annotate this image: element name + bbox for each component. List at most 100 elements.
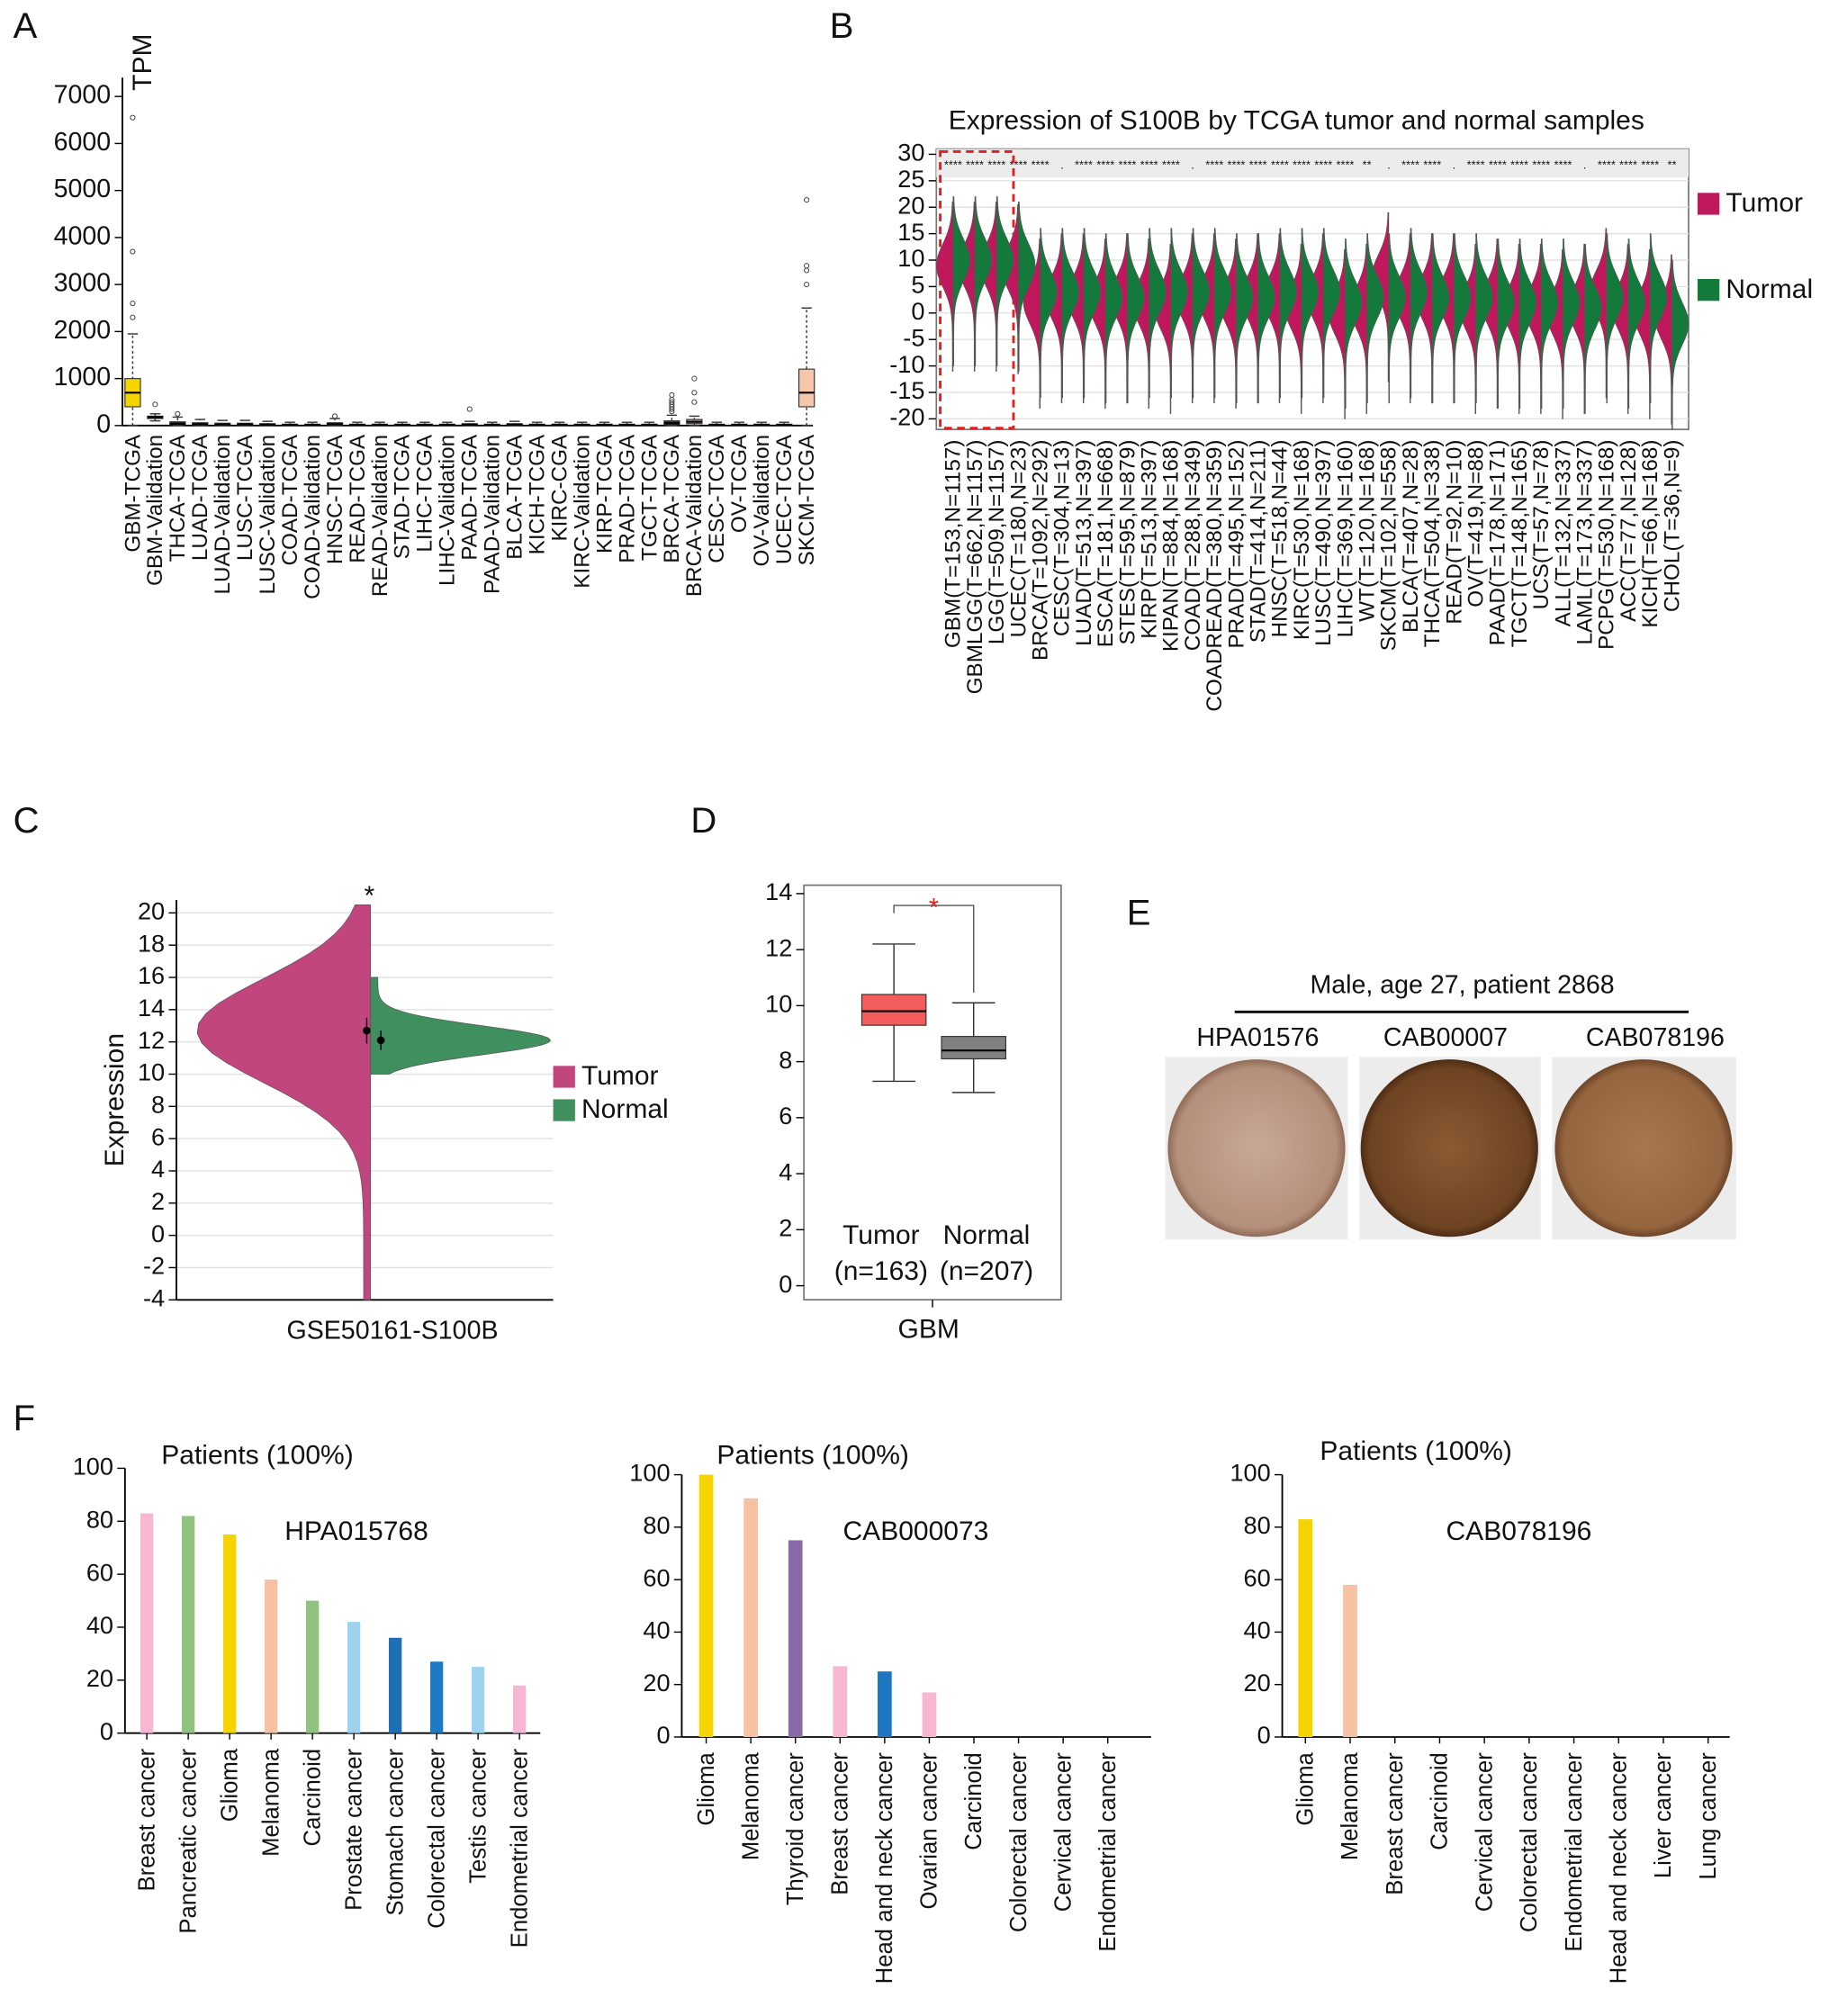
legend-swatch xyxy=(553,1099,575,1121)
panel-letter: F xyxy=(14,1399,35,1438)
violin-half xyxy=(1001,203,1019,374)
violin-half xyxy=(1067,233,1085,404)
violin-half xyxy=(1654,254,1672,425)
box xyxy=(797,368,815,408)
violin-half xyxy=(1524,244,1542,414)
y-tick-label: 0 xyxy=(1257,1721,1271,1749)
y-tick-label: 100 xyxy=(1230,1459,1270,1487)
legend-label: Tumor xyxy=(1725,188,1803,218)
y-tick-label: 0 xyxy=(96,410,111,438)
violin-half xyxy=(1018,202,1036,372)
x-tick-label: LUSC-TCGA xyxy=(233,434,257,561)
x-tick-label: CESC-TCGA xyxy=(705,434,729,563)
x-tick-label: Breast cancer xyxy=(134,1748,159,1891)
x-tick-label: KIRC(T=530,N=168) xyxy=(1290,440,1314,641)
y-tick-label: 15 xyxy=(897,218,924,246)
violin-half xyxy=(1633,248,1651,419)
significance: . xyxy=(1060,158,1064,172)
violin-half xyxy=(1518,238,1536,409)
y-tick-label: 20 xyxy=(897,191,924,219)
x-tick-label: Carcinoid xyxy=(961,1752,987,1850)
bar xyxy=(788,1540,803,1737)
x-tick-label: Carcinoid xyxy=(300,1749,325,1847)
x-tick-label: GBM-Validation xyxy=(143,435,167,586)
violin-half xyxy=(952,196,970,366)
significance: **** xyxy=(1118,158,1136,172)
significance: . xyxy=(1583,158,1587,172)
y-tick-label: -15 xyxy=(889,376,924,404)
significance: **** xyxy=(1554,158,1572,172)
violin-half xyxy=(196,904,372,1300)
significance: **** xyxy=(1205,158,1223,172)
x-tick-label: Carcinoid xyxy=(1428,1752,1453,1850)
violin-half xyxy=(1458,244,1477,414)
y-tick-label: 0 xyxy=(911,297,924,325)
image-label: CAB00007 xyxy=(1383,1023,1508,1052)
violin-half xyxy=(1366,233,1384,404)
significance: **** xyxy=(1401,158,1419,172)
tissue-core xyxy=(1167,1059,1346,1238)
violin-half xyxy=(1083,228,1101,399)
violin-half xyxy=(1192,228,1210,399)
y-tick-label: 18 xyxy=(138,929,165,957)
x-tick-label: Cervical cancer xyxy=(1050,1752,1076,1912)
violin-half xyxy=(1497,238,1515,409)
y-tick-label: 20 xyxy=(643,1669,670,1696)
y-tick-label: 5000 xyxy=(54,175,112,203)
y-tick-label: 20 xyxy=(1244,1669,1271,1696)
bar xyxy=(430,1661,444,1733)
outlier xyxy=(804,263,810,269)
outlier xyxy=(804,197,810,203)
x-tick-label: LUAD(T=513,N=397) xyxy=(1072,440,1096,646)
x-tick-label: BLCA(T=407,N=28) xyxy=(1399,440,1423,633)
y-tick-label: 14 xyxy=(765,878,792,905)
x-tick-label: OV(T=419,N=88) xyxy=(1464,440,1488,608)
violin-half xyxy=(1279,228,1297,399)
y-tick-label: 60 xyxy=(1244,1563,1271,1591)
x-tick-label: BLCA-TCGA xyxy=(503,434,527,560)
x-tick-label: UCS(T=57,N=78) xyxy=(1529,440,1554,610)
x-tick-label: Glioma xyxy=(694,1751,719,1825)
outlier xyxy=(804,282,810,288)
x-tick-label: ACC(T=77,N=128) xyxy=(1617,440,1641,622)
chart-title: Patients (100%) xyxy=(161,1440,353,1470)
y-tick-label: 4 xyxy=(779,1157,792,1185)
annotation: * xyxy=(929,894,939,922)
tissue-core xyxy=(1554,1059,1733,1238)
x-tick-label: PRAD(T=495,N=152) xyxy=(1224,440,1248,649)
y-tick-label: 5 xyxy=(911,271,924,299)
y-tick-label: 8 xyxy=(779,1046,792,1074)
x-tick-label: Prostate cancer xyxy=(341,1748,366,1910)
violin-half xyxy=(1127,233,1145,404)
x-tick-label: STAD(T=414,N=211) xyxy=(1246,440,1270,644)
y-tick-label: 80 xyxy=(1244,1511,1271,1539)
y-tick-label: 7000 xyxy=(54,81,112,110)
outlier xyxy=(804,267,810,274)
y-tick-label: 0 xyxy=(151,1220,165,1247)
x-tick-label: KIPAN(T=884,N=168) xyxy=(1159,440,1184,652)
x-tick-label: Head and neck cancer xyxy=(872,1752,897,1984)
x-tick-label: LIHC-Validation xyxy=(436,435,460,586)
bar xyxy=(222,1534,237,1733)
x-tick-label: LIHC(T=369,N=160) xyxy=(1333,440,1357,638)
x-tick-label: GBMLGG(T=662,N=1157) xyxy=(963,440,987,695)
annotation: CAB000073 xyxy=(843,1516,989,1546)
bar xyxy=(182,1516,195,1733)
x-tick-label: PAAD-Validation xyxy=(481,435,505,594)
significance: . xyxy=(1191,158,1194,172)
box xyxy=(941,1036,1007,1060)
violin-half xyxy=(1023,238,1041,409)
x-tick-label: HNSC-TCGA xyxy=(323,434,347,564)
violin-half xyxy=(974,196,992,366)
violin-half xyxy=(1431,233,1450,404)
x-tick-label: HNSC(T=518,N=44) xyxy=(1268,440,1293,638)
panel-letter: A xyxy=(14,6,38,46)
annotation: CAB078196 xyxy=(1446,1516,1592,1546)
significance: **** xyxy=(944,158,962,172)
y-tick-label: 80 xyxy=(643,1511,670,1539)
bar xyxy=(698,1474,714,1737)
y-tick-label: 16 xyxy=(138,961,165,989)
y-tick-label: 6 xyxy=(779,1102,792,1130)
x-tick-sublabel: (n=163) xyxy=(834,1256,928,1286)
legend-label: Normal xyxy=(1725,274,1813,304)
